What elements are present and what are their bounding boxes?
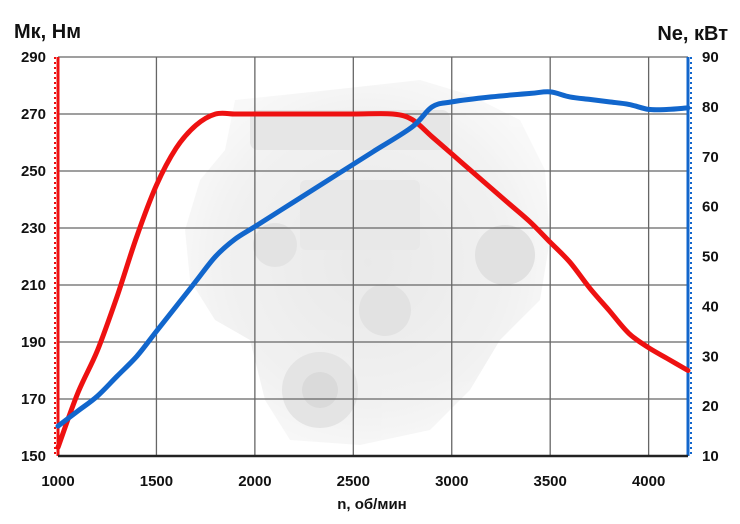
tick-labels: 1000 1500 2000 2500 3000 3500 4000 150 170 190 210… <box>21 49 719 490</box>
x-tick-label: 4000 <box>632 473 665 490</box>
y-right-tick-label: 30 <box>702 348 719 365</box>
y-left-tick-label: 210 <box>21 277 46 294</box>
y-left-tick-label: 250 <box>21 163 46 180</box>
y-left-tick-label: 150 <box>21 448 46 465</box>
x-tick-label: 3500 <box>534 473 567 490</box>
engine-background-image <box>185 80 550 445</box>
x-tick-label: 1000 <box>41 473 74 490</box>
y-left-tick-label: 270 <box>21 106 46 123</box>
y-left-tick-label: 230 <box>21 220 46 237</box>
y-left-tick-label: 290 <box>21 49 46 66</box>
y-right-tick-label: 60 <box>702 199 719 216</box>
x-tick-label: 3000 <box>435 473 468 490</box>
y-right-tick-label: 70 <box>702 149 719 166</box>
x-tick-label: 1500 <box>140 473 173 490</box>
y-right-axis-title: Ne, кВт <box>657 23 728 45</box>
y-left-tick-label: 170 <box>21 391 46 408</box>
y-right-tick-label: 40 <box>702 298 719 315</box>
power-curve <box>55 89 691 429</box>
series <box>55 89 691 450</box>
y-right-tick-label: 10 <box>702 448 719 465</box>
axes <box>54 57 692 458</box>
y-right-tick-label: 20 <box>702 398 719 415</box>
y-right-tick-label: 90 <box>702 49 719 66</box>
y-right-tick-label: 50 <box>702 249 719 266</box>
x-tick-label: 2500 <box>337 473 370 490</box>
y-right-tick-label: 80 <box>702 99 719 116</box>
y-left-axis-title: Мк, Нм <box>14 21 81 43</box>
x-tick-label: 2000 <box>238 473 271 490</box>
y-left-tick-label: 190 <box>21 334 46 351</box>
torque-curve <box>55 110 691 450</box>
x-axis-title: n, об/мин <box>337 496 406 513</box>
